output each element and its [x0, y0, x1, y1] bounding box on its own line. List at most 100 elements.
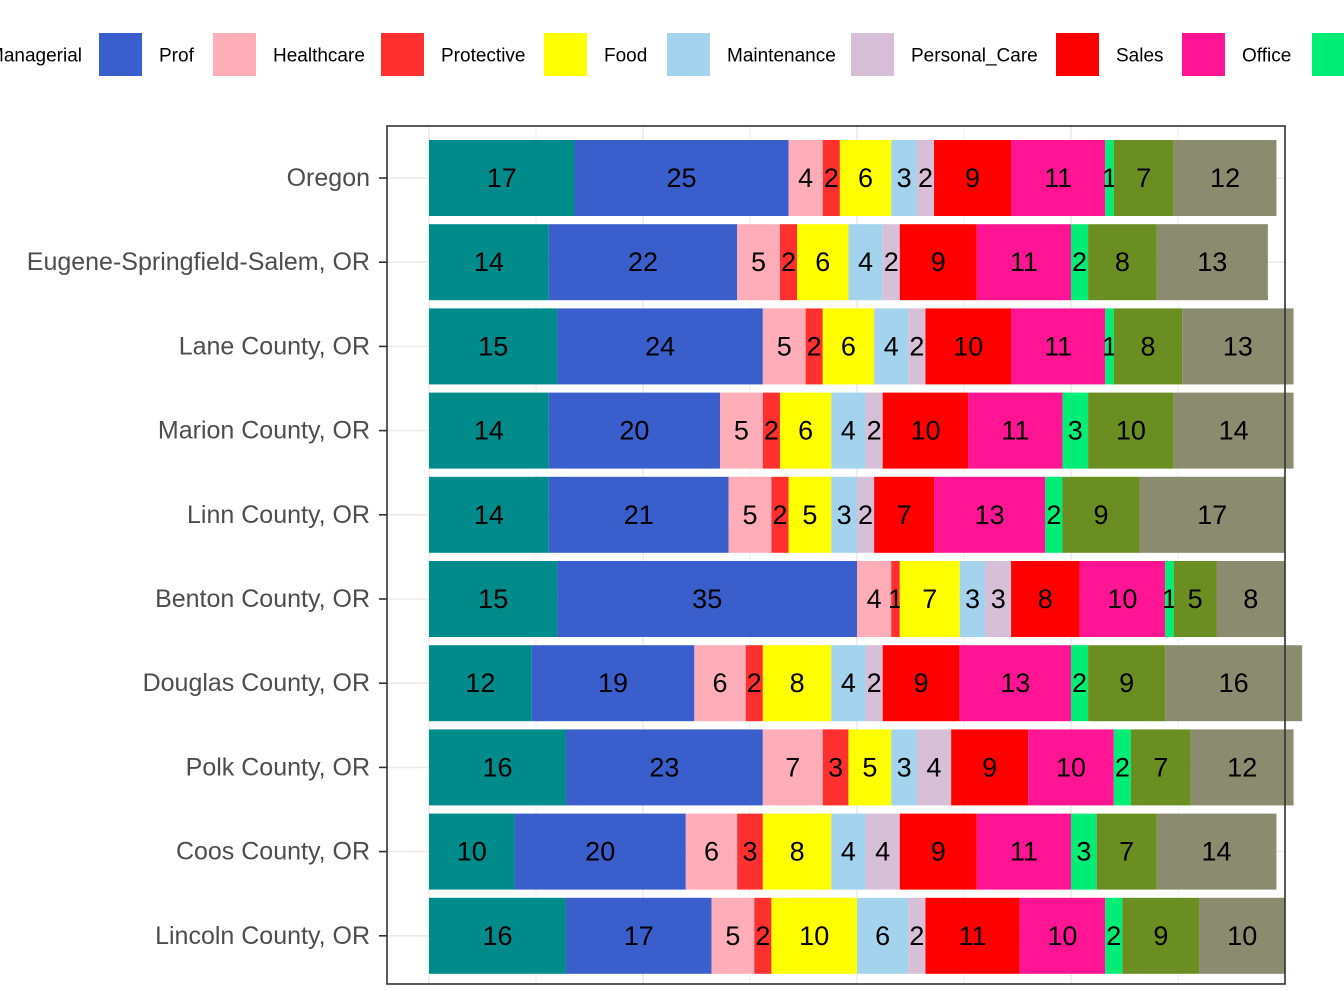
data-label: 14 — [474, 416, 504, 446]
data-label: 5 — [862, 752, 877, 782]
data-label: 2 — [755, 921, 770, 951]
bar-segment-personal-care — [908, 308, 926, 385]
bar-segment-prof — [565, 729, 763, 806]
bar-row-marion-county-or: 14 20 5 2 6 4 2 10 11 3 10 14 — [429, 392, 1294, 469]
data-label: 8 — [1115, 247, 1130, 277]
data-label: 12 — [465, 668, 495, 698]
data-label: 2 — [867, 668, 882, 698]
data-label: 3 — [1076, 837, 1091, 867]
data-label: 22 — [628, 247, 658, 277]
bar-segment-series-12 — [1156, 813, 1277, 890]
bar-segment-managerial — [429, 224, 549, 301]
data-label: 11 — [1010, 837, 1038, 867]
bar-segment-healthcare — [711, 897, 755, 974]
legend-swatch — [99, 33, 142, 76]
data-label: 4 — [841, 668, 856, 698]
data-label: 8 — [790, 837, 805, 867]
bar-segment-food — [797, 224, 849, 301]
bar-segment-managerial — [429, 308, 558, 385]
data-label: 3 — [742, 837, 757, 867]
data-label: 9 — [1153, 921, 1168, 951]
bar-segment-series-12 — [1216, 561, 1285, 637]
bar-segment-food — [779, 392, 832, 469]
data-label: 11 — [1001, 416, 1029, 446]
bar-segment-series-12 — [1165, 645, 1303, 722]
bar-segment-healthcare — [728, 476, 772, 553]
bar-segment-personal-care — [857, 476, 875, 553]
bar-segment-food — [771, 897, 857, 974]
bar-segment-food — [839, 140, 892, 216]
data-label: 35 — [692, 584, 722, 614]
bar-segment-sales — [925, 897, 1020, 974]
data-label: 8 — [1243, 584, 1258, 614]
panel-border — [386, 125, 1286, 985]
bar-segment-prof — [514, 813, 686, 890]
legend-swatch — [1312, 33, 1344, 76]
bar-segment-personal-care — [908, 897, 926, 974]
legend-label: Managerial — [0, 46, 82, 67]
data-label: 3 — [828, 752, 843, 782]
bar-segment-personal-care — [865, 813, 900, 890]
bar-segment-series-10 — [1062, 392, 1089, 469]
data-label: 2 — [1072, 247, 1087, 277]
bar-segment-sales — [882, 392, 969, 469]
data-label: 11 — [1010, 247, 1038, 277]
data-label: 6 — [875, 921, 890, 951]
bar-segment-prof — [574, 140, 789, 216]
bar-segment-sales — [1011, 561, 1080, 637]
bar-segment-series-11 — [1130, 729, 1191, 806]
legend-label: Office — [1242, 46, 1291, 67]
legend-label: Prof — [159, 46, 195, 67]
data-label: 7 — [897, 500, 912, 530]
data-label: 1 — [1102, 331, 1117, 361]
bar-segment-personal-care — [865, 392, 883, 469]
data-label: 8 — [790, 668, 805, 698]
data-label: 13 — [975, 500, 1005, 530]
data-label: 4 — [927, 752, 942, 782]
legend-label: Sales — [1116, 46, 1164, 67]
data-label: 2 — [1046, 500, 1061, 530]
data-label: 2 — [1106, 921, 1121, 951]
bar-segment-protective — [891, 561, 900, 637]
bar-segment-healthcare — [762, 308, 806, 385]
data-label: 7 — [1119, 837, 1134, 867]
legend-swatch — [544, 33, 587, 76]
data-label: 14 — [1219, 416, 1249, 446]
data-label: 6 — [815, 247, 830, 277]
bar-segment-protective — [822, 729, 849, 806]
data-label: 5 — [742, 500, 757, 530]
bar-segment-series-11 — [1088, 392, 1174, 469]
bar-segment-office — [934, 476, 1046, 553]
data-label: 1 — [1162, 584, 1177, 614]
bar-segment-healthcare — [737, 224, 780, 301]
data-label: 11 — [1044, 331, 1072, 361]
bar-segment-personal-care — [865, 645, 883, 722]
legend-item-sales: Sales — [1056, 33, 1164, 76]
bar-segment-managerial — [429, 140, 575, 216]
bar-segment-food — [788, 476, 832, 553]
data-label: 4 — [867, 584, 882, 614]
bar-segment-personal-care — [916, 140, 935, 216]
data-label: 7 — [1153, 752, 1168, 782]
legend-label: Personal_Care — [911, 46, 1038, 67]
data-label: 11 — [959, 921, 987, 951]
bar-row-coos-county-or: 10 20 6 3 8 4 4 9 11 3 7 14 — [429, 813, 1277, 890]
bar-row-eugene-springfield-salem-or: 14 22 5 2 6 4 2 9 11 2 8 13 — [429, 224, 1268, 301]
bar-segment-protective — [822, 140, 840, 216]
legend-item-healthcare: Healthcare — [213, 33, 365, 76]
bar-segment-office — [968, 392, 1063, 469]
data-label: 4 — [841, 416, 856, 446]
data-label: 3 — [965, 584, 980, 614]
bar-segment-maintenance — [891, 140, 917, 216]
data-label: 3 — [1068, 416, 1083, 446]
bar-segment-maintenance — [831, 392, 866, 469]
bar-segment-office — [1028, 729, 1114, 806]
data-label: 9 — [931, 837, 946, 867]
bar-segment-protective — [779, 224, 798, 301]
data-label: 9 — [965, 163, 980, 193]
bar-segment-food — [762, 645, 832, 722]
bar-segment-series-10 — [1113, 729, 1131, 806]
bar-segment-office — [1011, 140, 1106, 216]
y-tick-label: Benton County, OR — [155, 585, 370, 613]
